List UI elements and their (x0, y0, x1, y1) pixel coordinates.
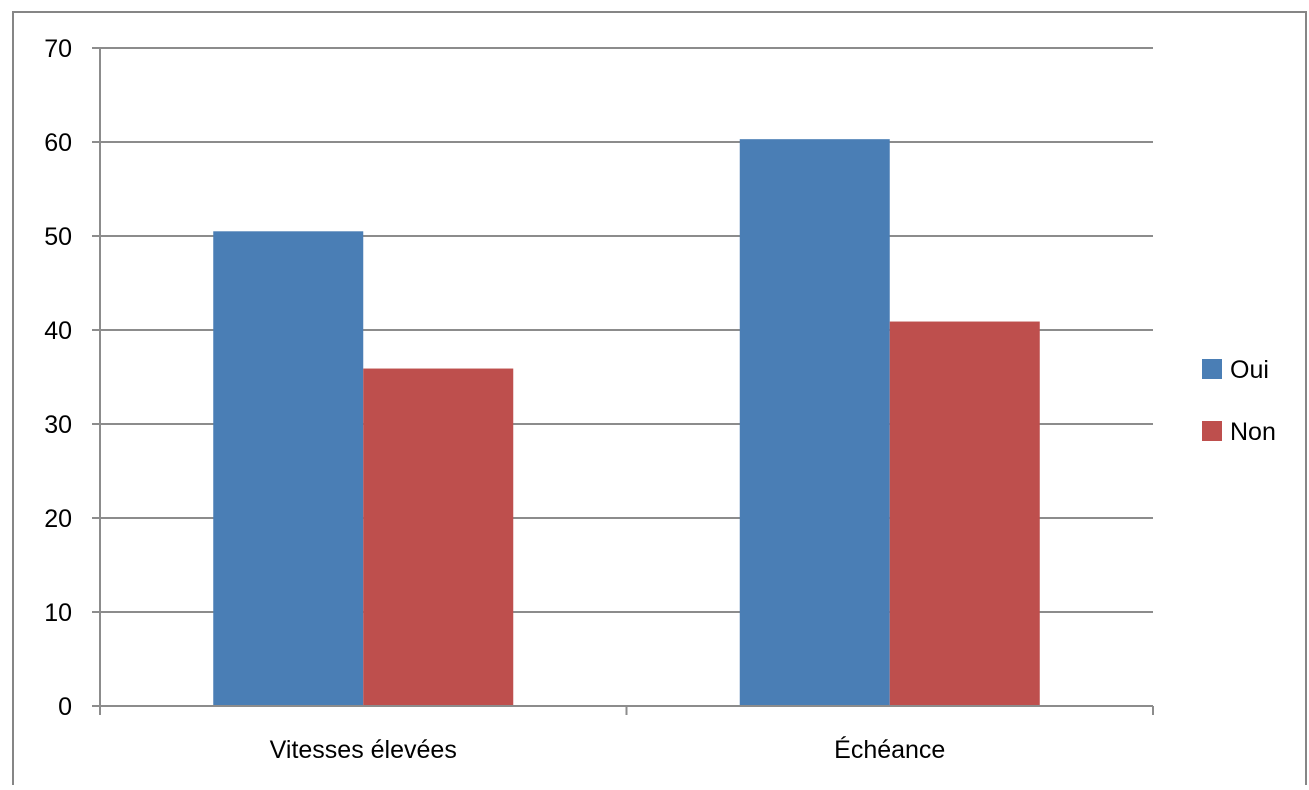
bar-oui (739, 139, 890, 706)
y-tick-label: 40 (44, 317, 72, 345)
axes: 0 10 20 30 40 50 60 70 Vitesses élevées Échéance (44, 35, 1154, 764)
y-tick-label: 70 (44, 35, 72, 63)
bar-non (363, 368, 514, 706)
y-tick-label: 20 (44, 505, 72, 533)
legend-swatch-oui (1202, 359, 1222, 379)
y-tick-label: 30 (44, 411, 72, 439)
bars (213, 139, 1040, 707)
x-tick-label: Vitesses élevées (270, 736, 457, 764)
chart-border (12, 11, 1307, 785)
bar-oui (213, 231, 364, 707)
x-tick-label: Échéance (834, 735, 945, 764)
bar-non (889, 321, 1040, 706)
legend-swatch-non (1202, 421, 1222, 441)
legend-label-non: Non (1230, 418, 1276, 446)
y-tick-label: 50 (44, 223, 72, 251)
y-tick-label: 10 (44, 599, 72, 627)
legend-label-oui: Oui (1230, 356, 1269, 384)
y-tick-label: 60 (44, 129, 72, 157)
y-tick-label: 0 (58, 693, 72, 721)
legend: Oui Non (1202, 356, 1276, 446)
